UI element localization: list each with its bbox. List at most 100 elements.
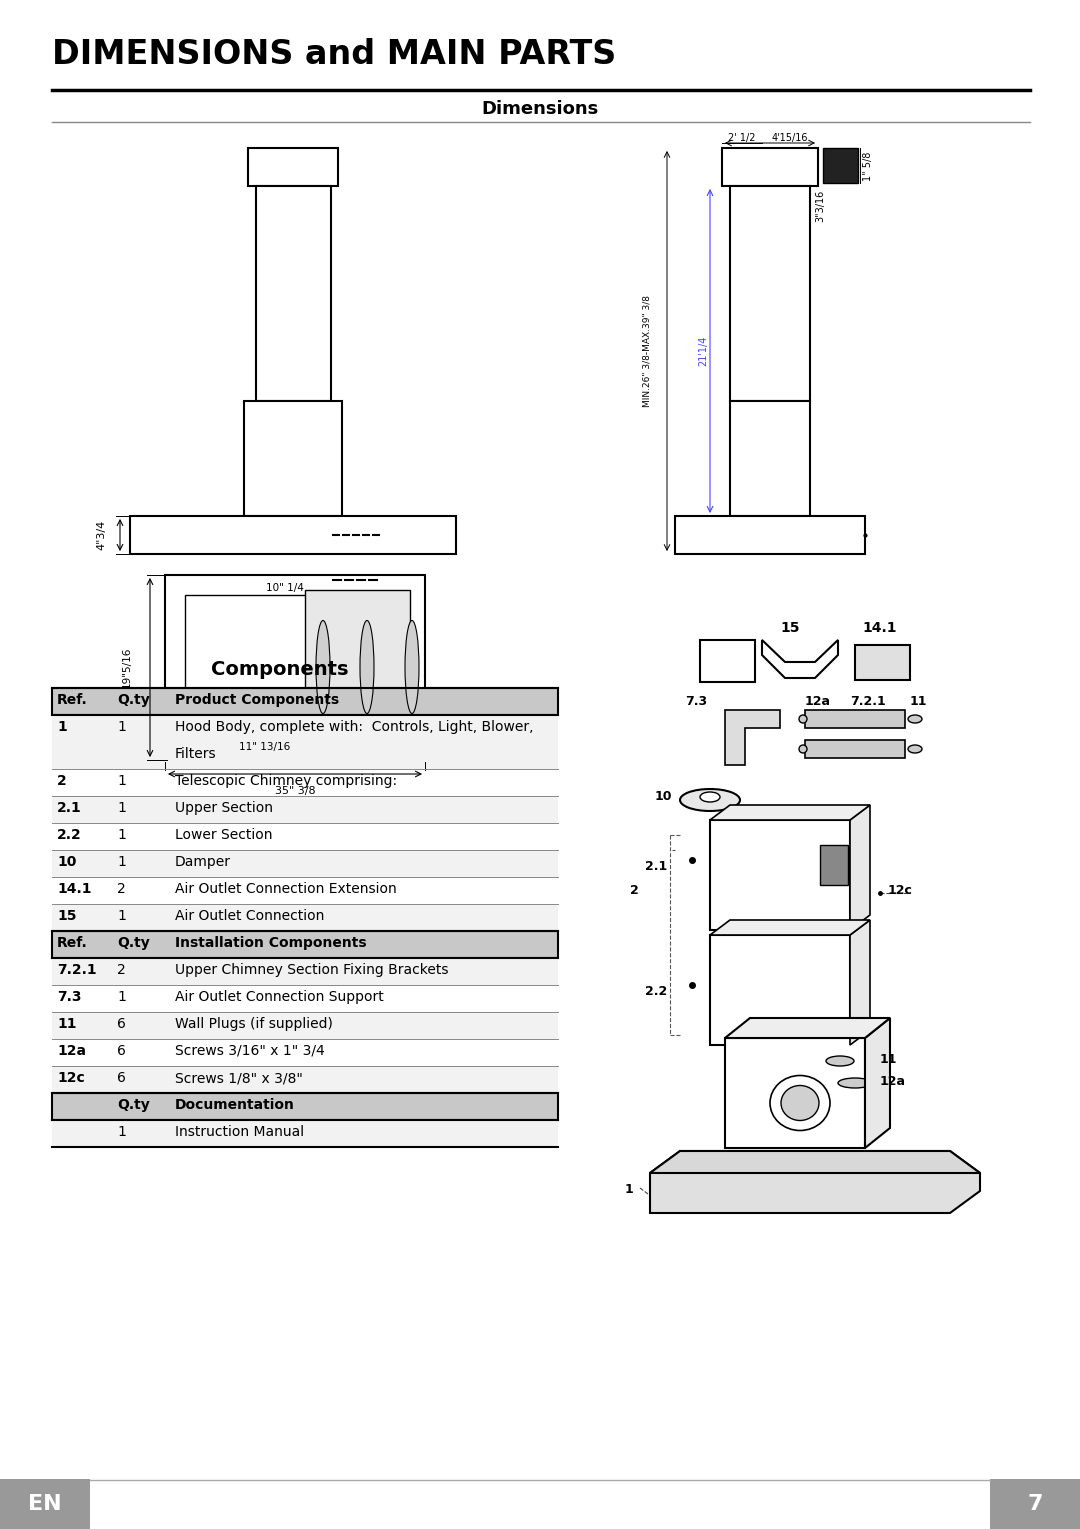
Text: 1: 1 bbox=[57, 720, 67, 734]
Text: Screws 3/16" x 1" 3/4: Screws 3/16" x 1" 3/4 bbox=[175, 1044, 325, 1058]
Bar bbox=[52, 823, 558, 850]
Text: 3"3/16: 3"3/16 bbox=[815, 190, 825, 222]
Bar bbox=[725, 1038, 865, 1148]
Ellipse shape bbox=[680, 789, 740, 810]
Text: 15: 15 bbox=[780, 621, 800, 635]
Text: MIN.26" 3/8-MAX.39" 3/8: MIN.26" 3/8-MAX.39" 3/8 bbox=[643, 295, 651, 407]
Bar bbox=[805, 709, 905, 728]
Bar bbox=[805, 740, 905, 758]
Text: 2: 2 bbox=[630, 884, 638, 896]
Bar bbox=[52, 1012, 558, 1040]
Text: 2' 1/2: 2' 1/2 bbox=[728, 133, 756, 144]
Bar bbox=[244, 401, 342, 515]
Text: 12a: 12a bbox=[57, 1044, 86, 1058]
Bar bbox=[710, 936, 850, 1044]
Bar bbox=[820, 846, 848, 885]
Bar bbox=[130, 515, 456, 553]
Bar bbox=[248, 148, 338, 187]
Text: Air Outlet Connection Extension: Air Outlet Connection Extension bbox=[175, 882, 396, 896]
Text: 12a: 12a bbox=[805, 696, 831, 708]
Bar bbox=[52, 1040, 558, 1066]
Ellipse shape bbox=[405, 621, 419, 714]
Polygon shape bbox=[710, 920, 870, 936]
Bar bbox=[256, 187, 330, 401]
Text: 1: 1 bbox=[117, 989, 126, 1005]
Text: 7.2.1: 7.2.1 bbox=[850, 696, 886, 708]
Text: 12c: 12c bbox=[57, 1070, 84, 1086]
Text: 7.3: 7.3 bbox=[685, 696, 707, 708]
Polygon shape bbox=[710, 804, 870, 820]
Text: 11" 13/16: 11" 13/16 bbox=[240, 742, 291, 752]
Text: 14.1: 14.1 bbox=[863, 621, 897, 635]
Text: 14.1: 14.1 bbox=[57, 882, 92, 896]
Text: 4"3/4: 4"3/4 bbox=[96, 520, 106, 550]
Text: Instruction Manual: Instruction Manual bbox=[175, 1125, 305, 1139]
Text: 1: 1 bbox=[625, 1183, 634, 1196]
Bar bbox=[823, 148, 858, 183]
Text: Upper Section: Upper Section bbox=[175, 801, 273, 815]
Bar bbox=[52, 1121, 558, 1147]
Text: Q.ty: Q.ty bbox=[117, 693, 150, 706]
Bar bbox=[52, 1093, 558, 1121]
Text: 2.2: 2.2 bbox=[645, 985, 667, 998]
Text: Components: Components bbox=[212, 661, 349, 679]
Text: 7.3: 7.3 bbox=[57, 989, 81, 1005]
Text: 35" 3/8: 35" 3/8 bbox=[274, 786, 315, 797]
Text: 2.1: 2.1 bbox=[57, 801, 82, 815]
Text: 1: 1 bbox=[117, 774, 126, 787]
Text: 7.2.1: 7.2.1 bbox=[57, 963, 96, 977]
Text: 2: 2 bbox=[117, 882, 125, 896]
Text: 1: 1 bbox=[117, 801, 126, 815]
Polygon shape bbox=[850, 804, 870, 930]
Text: Upper Chimney Section Fixing Brackets: Upper Chimney Section Fixing Brackets bbox=[175, 963, 448, 977]
Text: 2.2: 2.2 bbox=[57, 829, 82, 842]
Polygon shape bbox=[762, 641, 838, 677]
Bar bbox=[165, 575, 426, 760]
Text: 19"5/16: 19"5/16 bbox=[122, 647, 132, 688]
Text: 1: 1 bbox=[117, 720, 126, 734]
Text: Product Components: Product Components bbox=[175, 693, 339, 706]
Text: 11: 11 bbox=[880, 1053, 897, 1066]
Bar bbox=[52, 688, 558, 716]
Bar bbox=[723, 148, 818, 187]
Text: 21'1/4: 21'1/4 bbox=[698, 336, 708, 365]
Text: 12a: 12a bbox=[880, 1075, 906, 1089]
Ellipse shape bbox=[908, 745, 922, 752]
Text: Telescopic Chimney comprising:: Telescopic Chimney comprising: bbox=[175, 774, 397, 787]
Ellipse shape bbox=[360, 621, 374, 714]
Text: 4'15/16: 4'15/16 bbox=[772, 133, 808, 144]
Ellipse shape bbox=[781, 1086, 819, 1121]
Text: Q.ty: Q.ty bbox=[117, 1098, 150, 1112]
Text: Filters: Filters bbox=[175, 748, 217, 761]
Text: Air Outlet Connection Support: Air Outlet Connection Support bbox=[175, 989, 383, 1005]
Bar bbox=[52, 931, 558, 959]
Text: 10: 10 bbox=[57, 855, 77, 868]
Polygon shape bbox=[865, 1018, 890, 1148]
Bar bbox=[0, 1479, 90, 1529]
Ellipse shape bbox=[826, 1057, 854, 1066]
Ellipse shape bbox=[838, 1078, 872, 1089]
Text: EN: EN bbox=[28, 1494, 62, 1514]
Bar bbox=[52, 769, 558, 797]
Polygon shape bbox=[850, 920, 870, 1044]
Text: Ref.: Ref. bbox=[57, 936, 87, 950]
Bar bbox=[990, 1479, 1080, 1529]
Text: DIMENSIONS and MAIN PARTS: DIMENSIONS and MAIN PARTS bbox=[52, 38, 617, 70]
Text: 1: 1 bbox=[117, 829, 126, 842]
Text: 1: 1 bbox=[117, 1125, 126, 1139]
Polygon shape bbox=[725, 709, 780, 764]
Text: Wall Plugs (if supplied): Wall Plugs (if supplied) bbox=[175, 1017, 333, 1031]
Text: Documentation: Documentation bbox=[175, 1098, 295, 1112]
Bar bbox=[855, 645, 910, 680]
Text: 1: 1 bbox=[117, 855, 126, 868]
Text: Damper: Damper bbox=[175, 855, 231, 868]
Bar bbox=[52, 1066, 558, 1093]
Ellipse shape bbox=[799, 745, 807, 752]
Ellipse shape bbox=[908, 716, 922, 723]
Text: 6: 6 bbox=[117, 1017, 126, 1031]
Text: 1: 1 bbox=[117, 910, 126, 924]
Bar bbox=[52, 904, 558, 931]
Text: Installation Components: Installation Components bbox=[175, 936, 366, 950]
Text: Hood Body, complete with:  Controls, Light, Blower,: Hood Body, complete with: Controls, Ligh… bbox=[175, 720, 534, 734]
Text: Q.ty: Q.ty bbox=[117, 936, 150, 950]
